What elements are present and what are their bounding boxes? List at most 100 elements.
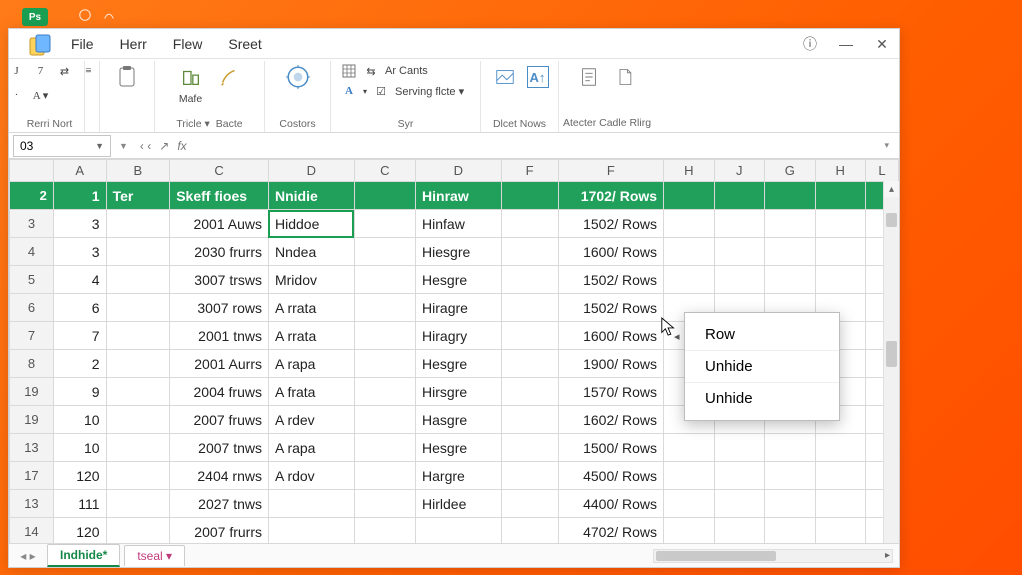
cell[interactable]: Hargre bbox=[416, 462, 502, 490]
font-btn-2[interactable]: 7 bbox=[33, 63, 49, 79]
cell[interactable] bbox=[765, 238, 815, 266]
col-header[interactable]: H bbox=[664, 160, 714, 182]
cell[interactable]: Hirldee bbox=[416, 490, 502, 518]
cell[interactable] bbox=[354, 266, 415, 294]
cell[interactable] bbox=[714, 518, 764, 544]
cell[interactable] bbox=[714, 490, 764, 518]
cell[interactable]: 2004 fruws bbox=[170, 378, 269, 406]
cell[interactable] bbox=[714, 462, 764, 490]
row-header[interactable]: 19 bbox=[10, 378, 54, 406]
cell[interactable] bbox=[354, 406, 415, 434]
cell[interactable]: 2404 rnws bbox=[170, 462, 269, 490]
cell[interactable]: A rrata bbox=[268, 322, 354, 350]
cell[interactable]: 4500/ Rows bbox=[558, 462, 663, 490]
ribbon-text-icon[interactable]: A↑ bbox=[527, 66, 549, 88]
qa-icon-1[interactable] bbox=[78, 8, 92, 22]
ribbon-img-icon[interactable] bbox=[491, 63, 519, 91]
cell[interactable] bbox=[714, 238, 764, 266]
cell[interactable] bbox=[664, 518, 714, 544]
col-header[interactable]: C bbox=[170, 160, 269, 182]
col-header[interactable]: J bbox=[714, 160, 764, 182]
cell[interactable] bbox=[106, 350, 170, 378]
cell[interactable]: 1900/ Rows bbox=[558, 350, 663, 378]
cell[interactable] bbox=[354, 462, 415, 490]
horizontal-scrollbar[interactable]: ▸ bbox=[653, 549, 893, 563]
cell[interactable]: Hesgre bbox=[416, 350, 502, 378]
cell[interactable]: Hinfaw bbox=[416, 210, 502, 238]
cell[interactable] bbox=[765, 490, 815, 518]
tab-view[interactable]: Flew bbox=[169, 30, 207, 58]
cell[interactable]: 3 bbox=[53, 238, 106, 266]
cell[interactable] bbox=[106, 210, 170, 238]
help-icon[interactable]: ⓘ bbox=[801, 34, 819, 54]
cell[interactable]: 4400/ Rows bbox=[558, 490, 663, 518]
cell[interactable] bbox=[714, 182, 764, 210]
row-header[interactable]: 8 bbox=[10, 350, 54, 378]
cell[interactable]: 2027 tnws bbox=[170, 490, 269, 518]
col-header[interactable]: L bbox=[865, 160, 898, 182]
cell[interactable]: 3 bbox=[53, 210, 106, 238]
ribbon-btn-mafe[interactable]: Mafe bbox=[177, 63, 205, 105]
cell[interactable] bbox=[354, 350, 415, 378]
ribbon-bacte-label[interactable]: Bacte bbox=[216, 118, 243, 130]
cell[interactable]: 1702/ Rows bbox=[558, 182, 663, 210]
row-header[interactable]: 7 bbox=[10, 322, 54, 350]
cell[interactable] bbox=[268, 518, 354, 544]
cell[interactable]: 2 bbox=[53, 350, 106, 378]
cell[interactable] bbox=[501, 182, 558, 210]
cell[interactable] bbox=[815, 490, 865, 518]
cell[interactable]: Nnidie bbox=[268, 182, 354, 210]
cell[interactable] bbox=[664, 490, 714, 518]
cell[interactable]: 2007 frurrs bbox=[170, 518, 269, 544]
scroll-thumb[interactable] bbox=[886, 213, 897, 227]
cell[interactable]: 4702/ Rows bbox=[558, 518, 663, 544]
cell[interactable]: Ter bbox=[106, 182, 170, 210]
cell[interactable] bbox=[815, 182, 865, 210]
cell[interactable] bbox=[106, 462, 170, 490]
cell[interactable] bbox=[354, 490, 415, 518]
cell[interactable] bbox=[106, 434, 170, 462]
ribbon-row-serving[interactable]: A▾ ☑ Serving flcte ▾ bbox=[341, 83, 464, 99]
cell[interactable]: Hasgre bbox=[416, 406, 502, 434]
cell[interactable]: 1 bbox=[53, 182, 106, 210]
cell[interactable]: 4 bbox=[53, 266, 106, 294]
cell[interactable] bbox=[501, 238, 558, 266]
cell[interactable] bbox=[664, 266, 714, 294]
font-btn-1[interactable]: J bbox=[9, 63, 25, 79]
row-header[interactable]: 13 bbox=[10, 490, 54, 518]
cell[interactable]: 1502/ Rows bbox=[558, 210, 663, 238]
tab-file[interactable]: File bbox=[67, 30, 98, 58]
cell[interactable]: Hesgre bbox=[416, 266, 502, 294]
vertical-scrollbar[interactable]: ▴ bbox=[883, 181, 899, 543]
row-header[interactable]: 2 bbox=[10, 182, 54, 210]
cell[interactable] bbox=[106, 238, 170, 266]
cell[interactable]: 1570/ Rows bbox=[558, 378, 663, 406]
cell[interactable] bbox=[106, 518, 170, 544]
col-header[interactable]: A bbox=[53, 160, 106, 182]
fx-expand-icon[interactable]: ▾ bbox=[874, 140, 899, 151]
close-button[interactable]: ✕ bbox=[873, 36, 891, 53]
cell[interactable]: 6 bbox=[53, 294, 106, 322]
cell[interactable]: A rrata bbox=[268, 294, 354, 322]
cell[interactable]: Hiesgre bbox=[416, 238, 502, 266]
cell[interactable] bbox=[664, 210, 714, 238]
cell[interactable] bbox=[354, 518, 415, 544]
cell[interactable]: 2001 Aurrs bbox=[170, 350, 269, 378]
paste-icon[interactable] bbox=[23, 31, 57, 61]
cell[interactable] bbox=[815, 210, 865, 238]
cell[interactable] bbox=[815, 238, 865, 266]
cell[interactable] bbox=[501, 518, 558, 544]
cell[interactable] bbox=[501, 350, 558, 378]
font-btn-5[interactable]: ▦ ▾ bbox=[0, 87, 1, 103]
ribbon-doc-icon[interactable] bbox=[575, 63, 603, 91]
context-menu-item[interactable]: Row bbox=[685, 319, 839, 351]
scroll-up-icon[interactable]: ▴ bbox=[884, 181, 899, 197]
cell[interactable] bbox=[106, 406, 170, 434]
cell[interactable]: Hirsgre bbox=[416, 378, 502, 406]
cell[interactable]: 3007 trsws bbox=[170, 266, 269, 294]
row-header[interactable]: 17 bbox=[10, 462, 54, 490]
cell[interactable]: 2001 tnws bbox=[170, 322, 269, 350]
cell[interactable] bbox=[501, 378, 558, 406]
cell[interactable] bbox=[354, 210, 415, 238]
cell[interactable]: 2001 Auws bbox=[170, 210, 269, 238]
